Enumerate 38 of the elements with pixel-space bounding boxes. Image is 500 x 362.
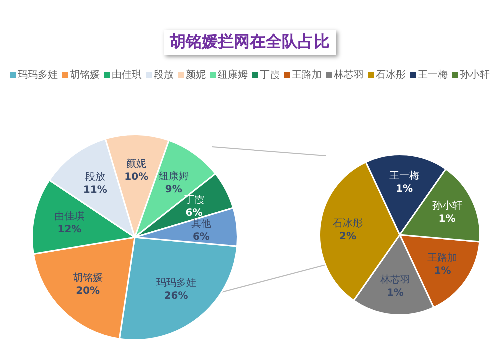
data-label: 6% [186,208,203,219]
legend-label: 林芯羽 [333,68,364,82]
slice-label: 王一梅 [390,170,420,182]
data-label: 11% [83,184,108,196]
legend-label: 颜妮 [185,68,206,82]
slice-label: 段放 [85,170,106,183]
legend-label: 纽康姆 [217,68,248,82]
slice-label: 其他 [191,218,212,230]
data-label: 6% [192,232,210,243]
slice-label: 胡铭媛 [73,272,104,284]
legend-label: 石冰彤 [375,68,406,82]
legend-label: 由佳琪 [111,68,142,82]
data-label: 9% [165,184,182,196]
legend-label: 丁霞 [259,69,280,82]
legend-label: 王一梅 [417,68,448,82]
legend-label: 孙小轩 [459,68,490,82]
data-label: 1% [396,184,414,196]
slice-label: 林芯羽 [379,274,410,286]
data-label: 26% [164,291,188,302]
slice-label: 玛玛多娃 [156,277,196,290]
slice-label: 颜妮 [126,158,147,170]
chart-title: 胡铭媛拦网在全队占比 [164,30,336,55]
data-label: 2% [340,232,357,243]
legend-label: 玛玛多娃 [17,69,58,82]
data-label: 1% [438,214,456,226]
legend-label: 王路加 [291,68,322,82]
slice-label: 由佳琪 [54,210,85,222]
slice-label: 石冰彤 [333,218,364,230]
data-label: 1% [434,266,452,278]
legend-label: 段放 [153,69,174,82]
legend-label: 胡铭媛 [69,68,100,82]
slice-label: 王路加 [428,252,458,264]
slice-label: 孙小轩 [432,200,462,212]
data-label: 20% [76,286,100,298]
data-label: 12% [58,224,82,236]
data-label: 1% [386,288,404,300]
slice-label: 纽康姆 [158,170,189,182]
data-label: 10% [124,172,149,183]
